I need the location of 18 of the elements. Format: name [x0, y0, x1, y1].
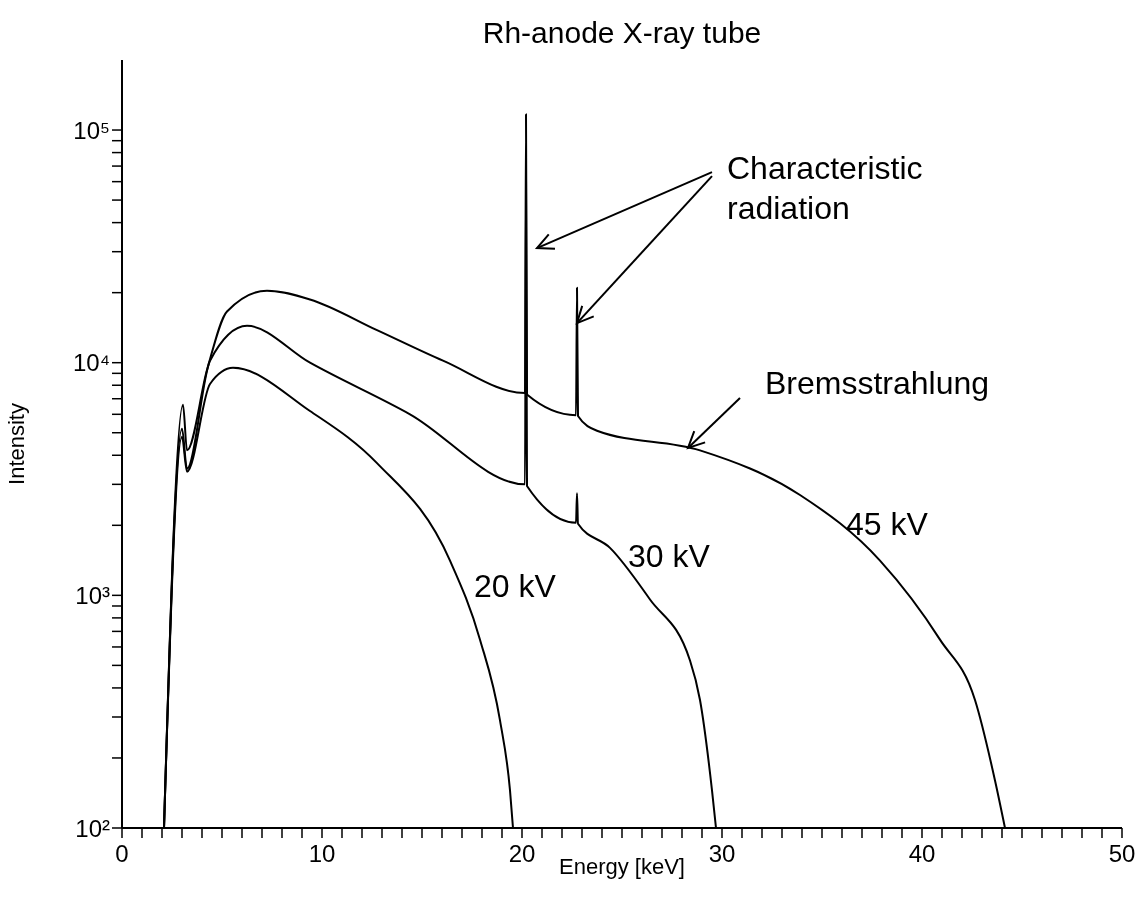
x-tick-label: 10 — [308, 840, 336, 867]
series-label: 45 kV — [846, 506, 928, 543]
x-tick-label: 40 — [908, 840, 936, 867]
x-tick-label: 0 — [115, 840, 129, 867]
annotation: Bremsstrahlung — [765, 363, 991, 403]
series-label: 20 kV — [474, 568, 556, 605]
y-tick-label: 10³ — [75, 581, 111, 609]
x-axis-title: Energy [keV] — [559, 854, 685, 879]
x-tick-label: 20 — [508, 840, 536, 867]
chart-title: Rh-anode X-ray tube — [481, 16, 763, 50]
y-tick-label: 10⁵ — [73, 116, 110, 144]
y-tick-label: 10² — [75, 814, 111, 842]
y-axis-title: Intensity — [3, 403, 29, 485]
y-tick-label: 10⁴ — [72, 349, 110, 377]
x-tick-label: 50 — [1108, 840, 1136, 867]
annotation: Characteristic radiation — [727, 149, 924, 229]
series-label: 30 kV — [628, 538, 710, 575]
x-tick-label: 30 — [708, 840, 736, 867]
